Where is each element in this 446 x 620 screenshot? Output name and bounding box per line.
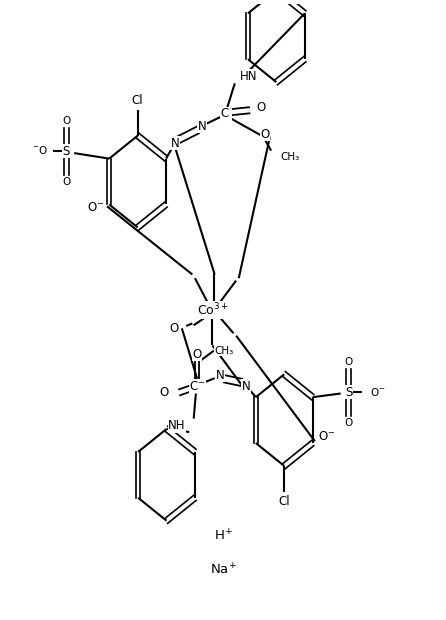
Text: O$^{-}$: O$^{-}$ (318, 430, 335, 443)
Text: O: O (344, 356, 353, 366)
Text: CH₃: CH₃ (215, 346, 234, 356)
Text: O: O (62, 116, 70, 126)
Text: $^{-}$O: $^{-}$O (32, 144, 48, 156)
Text: S: S (345, 386, 352, 399)
Text: N: N (170, 137, 179, 150)
Text: N: N (215, 369, 224, 382)
Text: Na$^{+}$: Na$^{+}$ (210, 562, 236, 578)
Text: Cl: Cl (132, 94, 144, 107)
Text: N: N (198, 120, 206, 133)
Text: O: O (193, 348, 202, 361)
Text: NH: NH (168, 419, 186, 432)
Text: O: O (260, 128, 269, 141)
Text: CH₃: CH₃ (280, 152, 299, 162)
Text: Cl: Cl (278, 495, 290, 508)
Text: C$^{-}$: C$^{-}$ (189, 379, 206, 392)
Text: O: O (344, 418, 353, 428)
Text: O: O (256, 101, 266, 114)
Text: H$^{+}$: H$^{+}$ (214, 529, 232, 544)
Text: O: O (169, 322, 178, 335)
Text: Co$^{3+}$: Co$^{3+}$ (197, 302, 229, 318)
Text: O: O (159, 386, 168, 399)
Text: N: N (242, 379, 251, 392)
Text: S: S (62, 145, 70, 157)
Text: O$^{-}$: O$^{-}$ (87, 201, 104, 214)
Text: O: O (62, 177, 70, 187)
Text: O$^{-}$: O$^{-}$ (370, 386, 385, 398)
Text: C$^{·}$: C$^{·}$ (220, 107, 232, 120)
Text: HN: HN (240, 69, 257, 82)
